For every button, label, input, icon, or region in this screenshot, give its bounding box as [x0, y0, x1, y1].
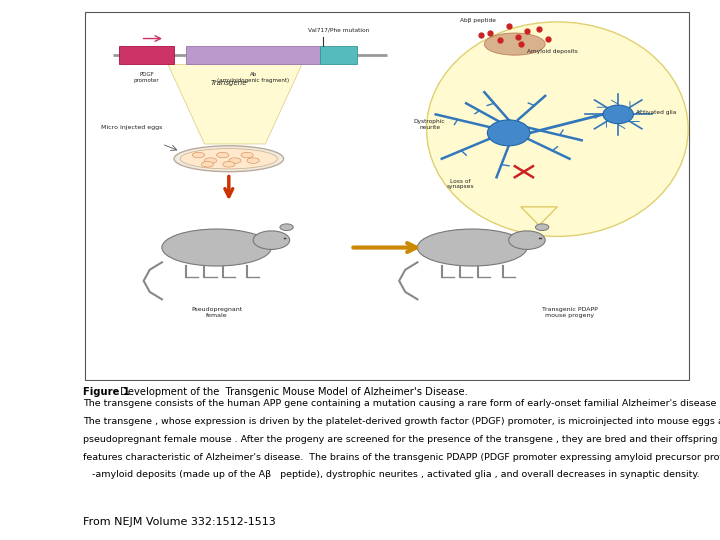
Ellipse shape — [204, 158, 217, 164]
Ellipse shape — [508, 231, 545, 249]
Ellipse shape — [202, 161, 214, 167]
Bar — [186, 46, 320, 64]
Text: From NEJM Volume 332:1512-1513: From NEJM Volume 332:1512-1513 — [83, 517, 276, 528]
Circle shape — [603, 105, 634, 124]
Text: Loss of
synapses: Loss of synapses — [446, 179, 474, 190]
Text: The transgene , whose expression is driven by the platelet-derived growth factor: The transgene , whose expression is driv… — [83, 417, 720, 426]
Bar — [120, 46, 174, 64]
Text: Transgene: Transgene — [210, 80, 247, 86]
Ellipse shape — [229, 158, 241, 164]
Text: Figure 1: Figure 1 — [83, 387, 130, 397]
Ellipse shape — [418, 229, 527, 266]
Ellipse shape — [217, 152, 229, 158]
Circle shape — [487, 120, 530, 146]
Ellipse shape — [192, 152, 204, 158]
Text: Activated glia: Activated glia — [636, 110, 677, 116]
Text: features characteristic of Alzheimer's disease.  The brains of the transgenic PD: features characteristic of Alzheimer's d… — [83, 453, 720, 462]
Polygon shape — [521, 207, 557, 225]
Text: Val717/Phe mutation: Val717/Phe mutation — [308, 27, 369, 32]
Text: Pseudopregnant
female: Pseudopregnant female — [191, 307, 242, 318]
Text: Micro injected eggs: Micro injected eggs — [101, 125, 163, 130]
Ellipse shape — [280, 224, 293, 231]
Ellipse shape — [536, 224, 549, 231]
Text: Ab
(amyloidogenic fragment): Ab (amyloidogenic fragment) — [217, 72, 289, 83]
Ellipse shape — [174, 146, 284, 172]
Ellipse shape — [180, 148, 277, 169]
FancyBboxPatch shape — [85, 12, 689, 380]
Text: Amyloid deposits: Amyloid deposits — [527, 49, 577, 55]
Ellipse shape — [247, 158, 259, 164]
Text: PDGF
promoter: PDGF promoter — [134, 72, 160, 83]
Text: Abβ peptide: Abβ peptide — [460, 18, 496, 23]
Bar — [320, 46, 356, 64]
Ellipse shape — [162, 229, 271, 266]
Text: -amyloid deposits (made up of the Aβ   peptide), dystrophic neurites , activated: -amyloid deposits (made up of the Aβ pep… — [83, 470, 699, 480]
Text: The transgene consists of the human ​APP​ gene containing a mutation causing a r: The transgene consists of the human ​APP… — [83, 399, 720, 408]
Ellipse shape — [426, 22, 688, 237]
Text: Transgenic PDAPP
mouse progeny: Transgenic PDAPP mouse progeny — [541, 307, 598, 318]
Text: Dystrophic
neurite: Dystrophic neurite — [414, 119, 446, 130]
Text: Development of the  Transgenic Mouse Model of Alzheimer's Disease.: Development of the Transgenic Mouse Mode… — [117, 387, 468, 397]
Ellipse shape — [485, 33, 545, 55]
Ellipse shape — [241, 152, 253, 158]
Ellipse shape — [222, 161, 235, 167]
Ellipse shape — [253, 231, 289, 249]
Text: pseudopregnant female mouse . After the progeny are screened for the presence of: pseudopregnant female mouse . After the … — [83, 435, 720, 444]
Polygon shape — [168, 64, 302, 144]
